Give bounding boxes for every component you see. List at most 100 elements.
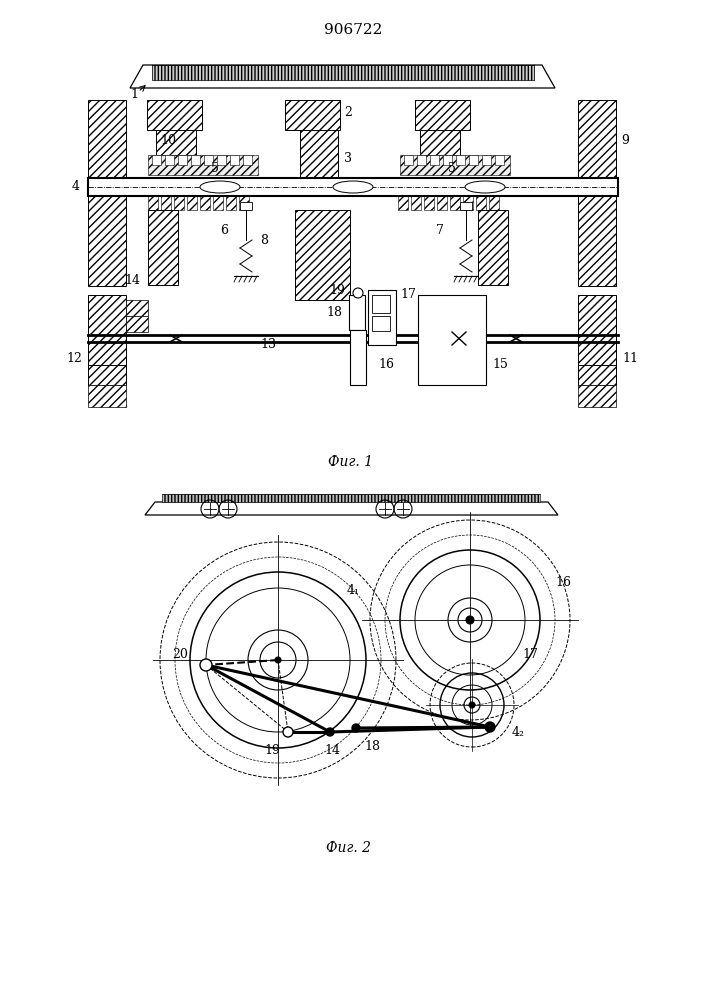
Bar <box>400 155 510 175</box>
Text: 6: 6 <box>220 224 228 236</box>
Text: 18: 18 <box>364 740 380 752</box>
Bar <box>578 365 616 385</box>
Bar <box>191 155 200 165</box>
Bar <box>578 196 616 286</box>
Bar <box>578 100 616 180</box>
Bar <box>226 196 236 210</box>
Bar <box>161 196 171 210</box>
Text: 19: 19 <box>329 284 345 296</box>
Text: 4₂: 4₂ <box>512 726 525 738</box>
Circle shape <box>353 288 363 298</box>
Text: 13: 13 <box>260 338 276 352</box>
Bar <box>437 196 447 210</box>
Bar <box>147 100 202 130</box>
Ellipse shape <box>465 181 505 193</box>
Text: 10: 10 <box>160 133 176 146</box>
Text: 4: 4 <box>72 180 80 194</box>
Bar <box>285 100 340 130</box>
Circle shape <box>485 722 495 732</box>
Circle shape <box>326 728 334 736</box>
Bar <box>148 210 178 285</box>
Bar <box>482 155 491 165</box>
Text: 5: 5 <box>211 161 219 174</box>
Text: 18: 18 <box>326 306 342 320</box>
Bar <box>88 295 126 365</box>
Polygon shape <box>145 502 558 515</box>
Circle shape <box>466 616 474 624</box>
Text: 11: 11 <box>622 352 638 364</box>
Circle shape <box>469 702 475 708</box>
Bar <box>418 295 486 385</box>
Bar <box>148 196 158 210</box>
Bar <box>469 155 478 165</box>
Bar <box>456 155 465 165</box>
Bar <box>239 196 249 210</box>
Text: 1: 1 <box>130 89 138 102</box>
Bar <box>156 130 196 155</box>
Text: 17: 17 <box>522 648 538 662</box>
Bar <box>495 155 504 165</box>
Text: 15: 15 <box>492 359 508 371</box>
Bar <box>368 290 396 345</box>
Bar <box>578 385 616 407</box>
Circle shape <box>275 657 281 663</box>
Bar <box>243 155 252 165</box>
Bar <box>578 295 616 365</box>
Text: 8: 8 <box>260 233 268 246</box>
Text: 4₁: 4₁ <box>346 584 359 596</box>
Bar <box>126 316 148 332</box>
Bar <box>460 202 472 210</box>
Bar <box>398 196 408 210</box>
Bar <box>88 365 126 385</box>
Bar <box>415 100 470 130</box>
Circle shape <box>352 724 360 732</box>
Bar <box>88 196 126 286</box>
Bar <box>217 155 226 165</box>
Bar <box>404 155 413 165</box>
Bar <box>178 155 187 165</box>
Bar <box>417 155 426 165</box>
Bar <box>165 155 174 165</box>
Bar <box>350 330 366 385</box>
Text: 5: 5 <box>448 161 456 174</box>
Ellipse shape <box>200 181 240 193</box>
Bar <box>152 65 534 80</box>
Bar <box>420 130 460 155</box>
Bar <box>372 316 390 331</box>
Circle shape <box>283 727 293 737</box>
Bar <box>148 155 258 175</box>
Bar <box>463 196 473 210</box>
Text: Фиг. 1: Фиг. 1 <box>327 455 373 469</box>
Bar <box>240 202 252 210</box>
Text: 9: 9 <box>621 133 629 146</box>
Text: 7: 7 <box>436 224 444 236</box>
Bar <box>424 196 434 210</box>
Bar <box>372 295 390 313</box>
Bar <box>411 196 421 210</box>
Text: 17: 17 <box>400 288 416 302</box>
Text: 3: 3 <box>344 151 352 164</box>
Bar <box>162 494 540 502</box>
Ellipse shape <box>333 181 373 193</box>
Circle shape <box>200 659 212 671</box>
Text: 16: 16 <box>378 359 394 371</box>
Text: 16: 16 <box>555 576 571 588</box>
Bar <box>450 196 460 210</box>
Bar <box>204 155 213 165</box>
Bar <box>300 130 338 190</box>
Text: 12: 12 <box>66 352 82 364</box>
Bar <box>295 210 350 300</box>
Bar <box>126 300 148 316</box>
Bar <box>213 196 223 210</box>
Text: 906722: 906722 <box>324 23 382 37</box>
Bar <box>349 295 365 330</box>
Text: 19: 19 <box>264 744 280 756</box>
Bar <box>478 210 508 285</box>
Text: 20: 20 <box>172 648 188 662</box>
Text: Фиг. 2: Фиг. 2 <box>325 841 370 855</box>
Text: 14: 14 <box>124 273 140 286</box>
Bar <box>430 155 439 165</box>
Bar <box>88 100 126 180</box>
Bar <box>152 155 161 165</box>
Bar <box>187 196 197 210</box>
